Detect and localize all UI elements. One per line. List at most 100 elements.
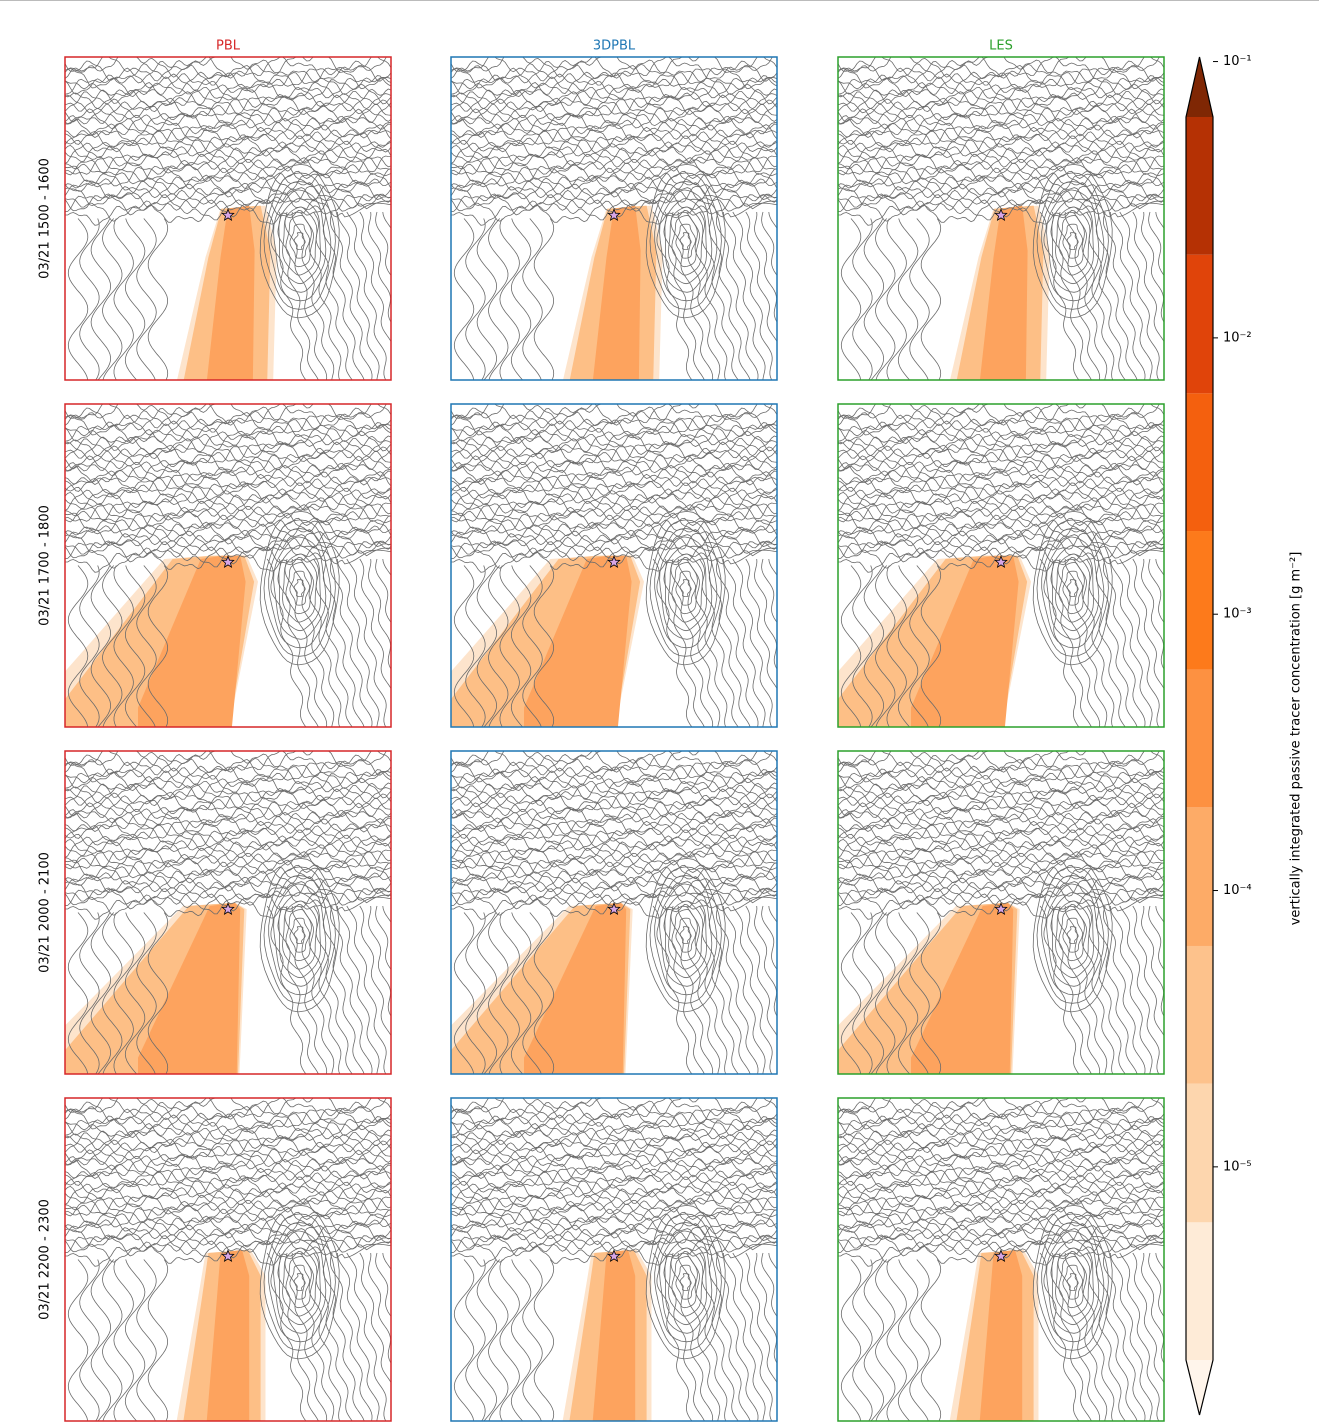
terrain-contour xyxy=(650,520,721,656)
terrain-contour xyxy=(489,219,509,381)
terrain-contour xyxy=(290,1265,310,1299)
terrain-contour xyxy=(1087,906,1126,1074)
terrain-contour xyxy=(376,212,418,380)
terrain-contour xyxy=(723,212,765,380)
terrain-contour xyxy=(723,1253,765,1421)
colorbar-band xyxy=(1186,1222,1213,1360)
terrain-contour xyxy=(709,212,750,380)
terrain-contour xyxy=(1142,1253,1183,1421)
terrain-contour xyxy=(80,219,100,381)
terrain-contour xyxy=(876,1260,896,1422)
terrain-contour xyxy=(700,212,739,380)
terrain-contour xyxy=(279,546,321,631)
terrain-contour xyxy=(1087,1253,1126,1421)
terrain-contour xyxy=(910,219,930,381)
terrain-contour xyxy=(125,219,145,381)
terrain-contour xyxy=(676,224,696,258)
terrain-contour xyxy=(1096,906,1137,1074)
terrain-contour xyxy=(1063,571,1083,605)
terrain-contour xyxy=(454,1260,474,1422)
map-panel xyxy=(451,1091,810,1423)
terrain-contour xyxy=(534,219,554,381)
terrain-contour xyxy=(864,219,884,381)
terrain-contour xyxy=(723,906,765,1074)
colorbar-tick-label: 10⁻¹ xyxy=(1223,54,1252,69)
terrain-contour xyxy=(477,1260,497,1422)
terrain-contour xyxy=(1110,559,1152,727)
terrain-contour xyxy=(314,212,353,380)
terrain-contour xyxy=(755,559,796,727)
colorbar-under xyxy=(1186,1360,1213,1415)
terrain-contour xyxy=(148,1260,168,1422)
terrain-contour xyxy=(755,212,796,380)
terrain-contour xyxy=(454,219,474,381)
colorbar-band xyxy=(1186,255,1213,394)
terrain-contour xyxy=(114,219,133,381)
terrain-contour xyxy=(323,559,364,727)
terrain-contour xyxy=(887,219,907,381)
terrain-contour xyxy=(838,836,1164,861)
terrain-contour xyxy=(500,219,520,381)
map-panel xyxy=(419,744,810,1081)
terrain-contour xyxy=(330,559,372,727)
terrain-contour xyxy=(369,1253,410,1421)
terrain-contour xyxy=(451,1183,777,1208)
terrain-contour xyxy=(369,212,410,380)
terrain-contour xyxy=(383,906,425,1074)
terrain-contour xyxy=(534,1260,554,1422)
terrain-contour xyxy=(264,520,335,656)
terrain-contour xyxy=(330,906,372,1074)
terrain-contour xyxy=(337,212,379,380)
terrain-contour xyxy=(1142,559,1183,727)
terrain-contour xyxy=(700,559,739,727)
terrain-contour xyxy=(337,559,379,727)
terrain-contour xyxy=(1052,1240,1094,1325)
terrain-contour xyxy=(290,571,310,605)
terrain-contour xyxy=(360,906,399,1074)
terrain-contour xyxy=(650,867,721,1003)
terrain-contour xyxy=(264,867,335,1003)
terrain-contour xyxy=(665,546,707,631)
terrain-contour xyxy=(323,212,364,380)
terrain-contour xyxy=(65,489,391,514)
terrain-contour xyxy=(853,219,873,381)
terrain-contour xyxy=(665,199,707,284)
terrain-contour xyxy=(709,906,750,1074)
terrain-contour xyxy=(323,1253,364,1421)
terrain-contour xyxy=(1149,1253,1191,1421)
colorbar-band xyxy=(1186,1084,1213,1223)
figure: 03/21 1500 - 160003/21 1700 - 180003/21 … xyxy=(0,0,1319,1423)
terrain-contour xyxy=(1052,199,1094,284)
terrain-contour xyxy=(1052,893,1094,978)
terrain-contour xyxy=(676,571,696,605)
terrain-contour xyxy=(369,906,410,1074)
terrain-contour xyxy=(841,219,861,381)
terrain-contour xyxy=(838,1183,1164,1208)
terrain-contour xyxy=(330,212,372,380)
row-title: 03/21 1500 - 1600 xyxy=(38,158,53,279)
terrain-contour xyxy=(360,212,399,380)
terrain-contour xyxy=(337,906,379,1074)
terrain-contour xyxy=(360,1253,399,1421)
terrain-contour xyxy=(709,1253,750,1421)
map-panel xyxy=(806,397,1197,734)
terrain-contour xyxy=(755,906,796,1074)
terrain-contour xyxy=(314,559,353,727)
terrain-contour xyxy=(1052,546,1094,631)
terrain-contour xyxy=(1096,559,1137,727)
map-content xyxy=(451,50,810,387)
terrain-contour xyxy=(383,1253,425,1421)
terrain-contour xyxy=(290,918,310,952)
terrain-contour xyxy=(887,1260,907,1422)
terrain-contour xyxy=(376,1253,418,1421)
column-title: 3DPBL xyxy=(593,39,636,54)
terrain-contour xyxy=(91,219,111,381)
terrain-contour xyxy=(376,906,418,1074)
terrain-contour xyxy=(68,1260,88,1422)
terrain-contour xyxy=(1149,559,1191,727)
terrain-contour xyxy=(1142,906,1183,1074)
colorbar-label: vertically integrated passive tracer con… xyxy=(1289,552,1304,926)
terrain-contour xyxy=(290,224,310,258)
terrain-contour xyxy=(1037,867,1108,1003)
terrain-contour xyxy=(723,559,765,727)
